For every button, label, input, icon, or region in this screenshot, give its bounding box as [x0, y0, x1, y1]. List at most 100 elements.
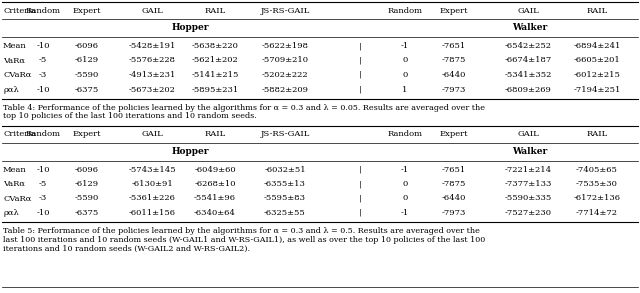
Text: -5361±226: -5361±226	[129, 195, 175, 202]
Text: -7875: -7875	[442, 180, 466, 188]
Text: CVaRα: CVaRα	[3, 71, 31, 79]
Text: -5341±352: -5341±352	[504, 71, 552, 79]
Text: -7651: -7651	[442, 166, 466, 173]
Text: -6129: -6129	[75, 57, 99, 64]
Text: -10: -10	[36, 209, 50, 217]
Text: |: |	[358, 57, 362, 64]
Text: Hopper: Hopper	[172, 147, 209, 156]
Text: -6542±252: -6542±252	[504, 42, 552, 50]
Text: -6894±241: -6894±241	[573, 42, 621, 50]
Text: -6325±55: -6325±55	[264, 209, 306, 217]
Text: -5141±215: -5141±215	[191, 71, 239, 79]
Text: -6674±187: -6674±187	[504, 57, 552, 64]
Text: GAIL: GAIL	[517, 130, 539, 139]
Text: |: |	[358, 209, 362, 217]
Text: -5638±220: -5638±220	[191, 42, 239, 50]
Text: JS-RS-GAIL: JS-RS-GAIL	[260, 130, 310, 139]
Text: -7405±65: -7405±65	[576, 166, 618, 173]
Text: -5673±202: -5673±202	[129, 86, 175, 93]
Text: -10: -10	[36, 86, 50, 93]
Text: -5428±191: -5428±191	[128, 42, 176, 50]
Text: |: |	[358, 42, 362, 50]
Text: -6809±269: -6809±269	[504, 86, 552, 93]
Text: last 100 iterations and 10 random seeds (W-GAIL1 and W-RS-GAIL1), as well as ove: last 100 iterations and 10 random seeds …	[3, 236, 485, 244]
Text: -7973: -7973	[442, 209, 466, 217]
Text: -7651: -7651	[442, 42, 466, 50]
Text: |: |	[358, 180, 362, 188]
Text: -5202±222: -5202±222	[262, 71, 308, 79]
Text: -3: -3	[39, 71, 47, 79]
Text: -1: -1	[401, 166, 409, 173]
Text: -5895±231: -5895±231	[191, 86, 239, 93]
Text: |: |	[358, 86, 362, 93]
Text: -7973: -7973	[442, 86, 466, 93]
Text: -5621±202: -5621±202	[191, 57, 238, 64]
Text: -6172±136: -6172±136	[573, 195, 621, 202]
Text: -4913±231: -4913±231	[128, 71, 176, 79]
Text: GAIL: GAIL	[517, 7, 539, 15]
Text: -6012±215: -6012±215	[573, 71, 620, 79]
Text: top 10 policies of the last 100 iterations and 10 random seeds.: top 10 policies of the last 100 iteratio…	[3, 113, 257, 120]
Text: -6440: -6440	[442, 71, 466, 79]
Text: -7527±230: -7527±230	[504, 209, 552, 217]
Text: -7875: -7875	[442, 57, 466, 64]
Text: -6049±60: -6049±60	[194, 166, 236, 173]
Text: 0: 0	[403, 195, 408, 202]
Text: -5595±83: -5595±83	[264, 195, 306, 202]
Text: CVaRα: CVaRα	[3, 195, 31, 202]
Text: Table 5: Performance of the policies learned by the algorithms for α = 0.3 and λ: Table 5: Performance of the policies lea…	[3, 227, 480, 235]
Text: -5743±145: -5743±145	[128, 166, 176, 173]
Text: |: |	[358, 166, 362, 173]
Text: -7535±30: -7535±30	[576, 180, 618, 188]
Text: ραλ: ραλ	[3, 86, 19, 93]
Text: -7377±133: -7377±133	[504, 180, 552, 188]
Text: -3: -3	[39, 195, 47, 202]
Text: RAIL: RAIL	[204, 7, 226, 15]
Text: 0: 0	[403, 71, 408, 79]
Text: GAIL: GAIL	[141, 130, 163, 139]
Text: Random: Random	[26, 7, 61, 15]
Text: -7221±214: -7221±214	[504, 166, 552, 173]
Text: -6011±156: -6011±156	[129, 209, 175, 217]
Text: Random: Random	[26, 130, 61, 139]
Text: -1: -1	[401, 42, 409, 50]
Text: Criteria: Criteria	[3, 7, 36, 15]
Text: Hopper: Hopper	[172, 23, 209, 33]
Text: ραλ: ραλ	[3, 209, 19, 217]
Text: RAIL: RAIL	[586, 7, 607, 15]
Text: -5622±198: -5622±198	[262, 42, 308, 50]
Text: 1: 1	[403, 86, 408, 93]
Text: -5590: -5590	[75, 195, 99, 202]
Text: -6096: -6096	[75, 42, 99, 50]
Text: -5882±209: -5882±209	[262, 86, 308, 93]
Text: -6032±51: -6032±51	[264, 166, 306, 173]
Text: -5590±335: -5590±335	[504, 195, 552, 202]
Text: -6605±201: -6605±201	[573, 57, 620, 64]
Text: -7714±72: -7714±72	[576, 209, 618, 217]
Text: Criteria: Criteria	[3, 130, 36, 139]
Text: -10: -10	[36, 166, 50, 173]
Text: -6129: -6129	[75, 180, 99, 188]
Text: -5590: -5590	[75, 71, 99, 79]
Text: -10: -10	[36, 42, 50, 50]
Text: GAIL: GAIL	[141, 7, 163, 15]
Text: VaRα: VaRα	[3, 180, 25, 188]
Text: |: |	[358, 195, 362, 202]
Text: Expert: Expert	[73, 7, 101, 15]
Text: -6355±13: -6355±13	[264, 180, 306, 188]
Text: -7194±251: -7194±251	[573, 86, 621, 93]
Text: Random: Random	[387, 7, 422, 15]
Text: -6130±91: -6130±91	[131, 180, 173, 188]
Text: -6375: -6375	[75, 86, 99, 93]
Text: Walker: Walker	[513, 147, 548, 156]
Text: -6340±64: -6340±64	[194, 209, 236, 217]
Text: |: |	[358, 71, 362, 79]
Text: Walker: Walker	[513, 23, 548, 33]
Text: -5541±96: -5541±96	[194, 195, 236, 202]
Text: Expert: Expert	[440, 7, 468, 15]
Text: VaRα: VaRα	[3, 57, 25, 64]
Text: -5709±210: -5709±210	[262, 57, 308, 64]
Text: RAIL: RAIL	[204, 130, 226, 139]
Text: Expert: Expert	[440, 130, 468, 139]
Text: -6375: -6375	[75, 209, 99, 217]
